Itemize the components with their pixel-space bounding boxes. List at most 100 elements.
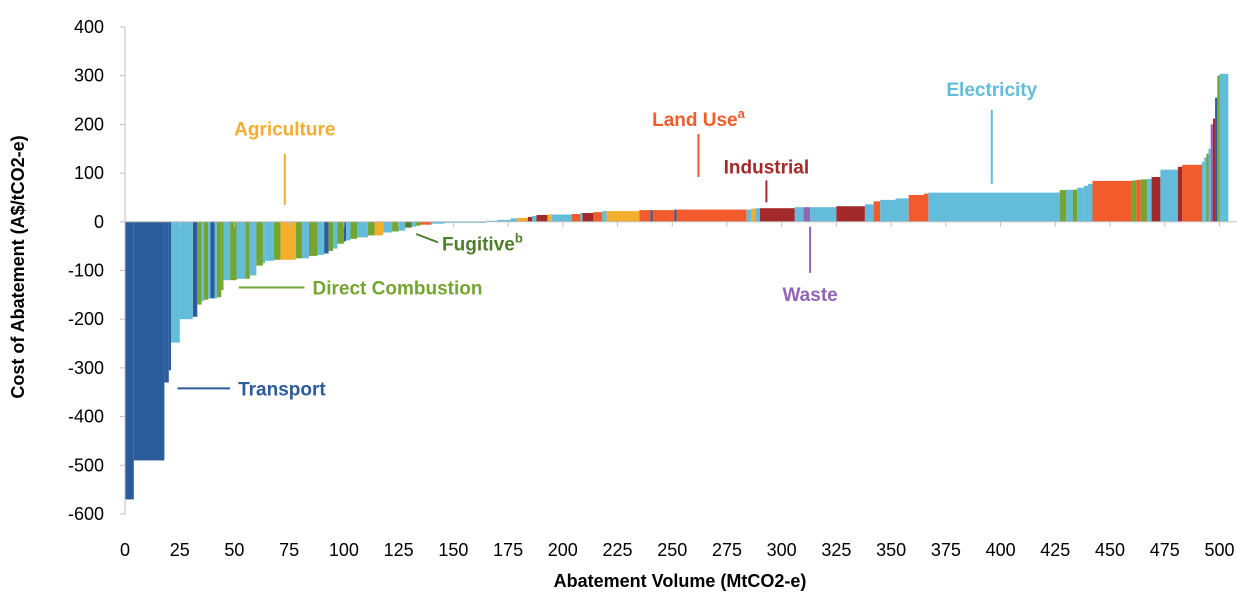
x-tick-label: 325 xyxy=(821,540,851,560)
waste-label: Waste xyxy=(782,285,837,306)
x-tick-label: 400 xyxy=(986,540,1016,560)
bar-electricity xyxy=(411,221,417,227)
bar-industrial xyxy=(1212,118,1216,222)
bar-electricity xyxy=(1077,187,1084,222)
bar-transport xyxy=(324,221,329,254)
bar-direct-combustion xyxy=(273,221,281,260)
bar-direct-combustion xyxy=(350,221,358,239)
bar-fugitive xyxy=(405,221,412,228)
bar-electricity xyxy=(383,221,393,233)
bar-direct-combustion xyxy=(1131,180,1137,222)
bar-direct-combustion xyxy=(1206,153,1209,222)
bar-industrial xyxy=(527,216,533,222)
x-axis-title: Abatement Volume (MtCO2-e) xyxy=(554,571,807,591)
bar-electricity xyxy=(1088,183,1093,222)
y-tick-label: -400 xyxy=(68,407,104,427)
x-tick-label: 175 xyxy=(493,540,523,560)
bar-direct-combustion xyxy=(221,221,224,290)
x-tick-label: 25 xyxy=(170,540,190,560)
x-tick-label: 150 xyxy=(438,540,468,560)
bar-industrial xyxy=(1151,177,1161,222)
industrial-label: Industrial xyxy=(724,157,810,178)
y-tick-label: -300 xyxy=(68,358,104,378)
bar-direct-combustion xyxy=(368,221,375,236)
bar-electricity xyxy=(558,214,572,222)
bar-transport xyxy=(674,209,677,222)
bar-electricity xyxy=(214,221,217,299)
bar-direct-combustion xyxy=(230,221,237,281)
bar-land-use xyxy=(1182,164,1202,222)
bar-land-use xyxy=(652,210,675,222)
bar-electricity xyxy=(179,221,193,320)
bar-electricity xyxy=(1066,189,1073,222)
bar-transport xyxy=(192,221,198,317)
bar-electricity xyxy=(746,209,752,222)
bar-direct-combustion xyxy=(203,221,209,300)
bar-industrial xyxy=(536,215,548,222)
x-tick-label: 350 xyxy=(876,540,906,560)
bar-land-use xyxy=(593,212,603,222)
agriculture-label: Agriculture xyxy=(234,120,335,141)
bar-transport xyxy=(164,221,169,383)
bar-electricity xyxy=(431,221,445,224)
bar-land-use xyxy=(676,209,747,222)
bar-direct-combustion xyxy=(337,221,344,244)
y-tick-label: -600 xyxy=(68,504,104,524)
y-tick-label: -100 xyxy=(68,261,104,281)
bar-electricity xyxy=(510,218,517,222)
bar-land-use xyxy=(924,193,929,222)
bar-electricity xyxy=(262,221,266,264)
category-labels: Agriculture Land Usea Industrial Electricit… xyxy=(177,80,1038,400)
bar-transport xyxy=(125,221,134,500)
bar-electricity xyxy=(928,192,1060,222)
land-use-label: Land Usea xyxy=(652,106,746,131)
bar-electricity xyxy=(333,221,338,249)
bar-direct-combustion xyxy=(308,221,318,256)
bar-direct-combustion xyxy=(1059,190,1067,222)
transport-label: Transport xyxy=(238,379,326,400)
bar-transport xyxy=(168,221,171,371)
bar-direct-combustion xyxy=(197,221,202,305)
bar-direct-combustion xyxy=(1217,75,1220,222)
x-tick-label: 375 xyxy=(931,540,961,560)
x-tick-label: 250 xyxy=(657,540,687,560)
x-tick-label: 50 xyxy=(224,540,244,560)
direct-combustion-label: Direct Combustion xyxy=(313,279,483,300)
bar-electricity xyxy=(1219,73,1229,222)
y-tick-label: 400 xyxy=(74,17,104,37)
bar-waste xyxy=(803,207,811,222)
bar-electricity xyxy=(1083,185,1089,222)
bar-land-use xyxy=(639,210,651,222)
bar-land-use xyxy=(571,214,581,222)
bar-land-use xyxy=(908,195,924,222)
x-tick-label: 275 xyxy=(712,540,742,560)
axes-layer: 400 300 200 100 0 -100 -200 -300 -400 -500 -600 0 25… xyxy=(68,17,1237,560)
bar-electricity xyxy=(602,211,607,222)
y-tick-label: 200 xyxy=(74,114,104,134)
bar-electricity xyxy=(880,199,896,222)
bar-agriculture xyxy=(751,208,756,222)
bar-industrial xyxy=(759,208,795,222)
bar-electricity xyxy=(208,221,211,299)
bar-transport xyxy=(1215,97,1218,222)
bar-electricity xyxy=(398,221,406,231)
x-tick-label: 300 xyxy=(767,540,797,560)
x-tick-label: 500 xyxy=(1204,540,1234,560)
y-tick-label: -500 xyxy=(68,455,104,475)
bar-direct-combustion xyxy=(328,221,333,251)
bar-agriculture xyxy=(516,217,528,222)
bar-transport xyxy=(210,221,215,299)
bar-electricity xyxy=(864,204,874,222)
x-tick-label: 425 xyxy=(1040,540,1070,560)
bar-direct-combustion xyxy=(1072,189,1078,222)
x-tick-label: 0 xyxy=(120,540,130,560)
bar-land-use xyxy=(1136,179,1141,222)
bar-electricity xyxy=(223,221,231,281)
bar-direct-combustion xyxy=(256,221,263,266)
electricity-label: Electricity xyxy=(946,80,1037,101)
bar-transport xyxy=(650,210,653,222)
bar-electricity xyxy=(551,214,559,222)
bar-electricity xyxy=(201,221,204,302)
bar-transport xyxy=(343,221,347,242)
